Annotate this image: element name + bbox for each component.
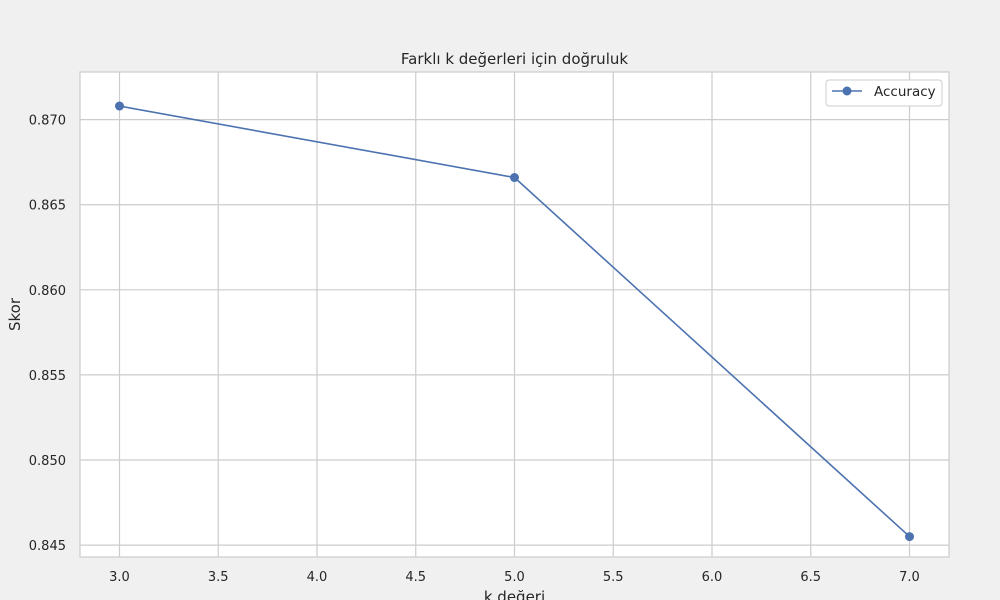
legend[interactable]: Accuracy (825, 79, 943, 107)
data-point[interactable] (905, 532, 914, 542)
x-tick-label: 3.5 (208, 570, 229, 585)
x-tick-label: 3.0 (109, 570, 130, 585)
x-axis-label: k değeri (484, 588, 545, 600)
legend-entry-accuracy: Accuracy (874, 84, 936, 100)
x-tick-label: 4.0 (307, 570, 328, 585)
x-tick-label: 6.5 (800, 570, 821, 585)
legend-box (825, 79, 943, 107)
y-tick-label: 0.845 (29, 539, 66, 554)
x-tick-label: 5.0 (504, 570, 525, 585)
grid-lines (80, 72, 949, 557)
x-tick-label: 5.5 (603, 570, 624, 585)
x-axis-ticks: 3.0 3.5 4.0 4.5 5.0 5.5 6.0 6.5 7.0 (109, 570, 920, 585)
series-group (115, 101, 914, 542)
x-tick-label: 6.0 (702, 570, 723, 585)
y-tick-label: 0.855 (29, 369, 66, 384)
y-tick-label: 0.860 (29, 284, 66, 299)
y-axis-ticks: 0.845 0.850 0.855 0.860 0.865 0.870 (29, 114, 66, 554)
data-point[interactable] (115, 101, 124, 111)
data-point[interactable] (510, 173, 519, 183)
chart-title: Farklı k değerleri için doğruluk (401, 50, 628, 68)
legend-marker-swatch (842, 86, 852, 96)
x-tick-label: 7.0 (899, 570, 920, 585)
x-tick-label: 4.5 (405, 570, 426, 585)
y-tick-label: 0.850 (29, 454, 66, 469)
y-tick-label: 0.865 (29, 199, 66, 214)
y-tick-label: 0.870 (29, 114, 66, 129)
y-axis-label: Skor (6, 297, 24, 331)
